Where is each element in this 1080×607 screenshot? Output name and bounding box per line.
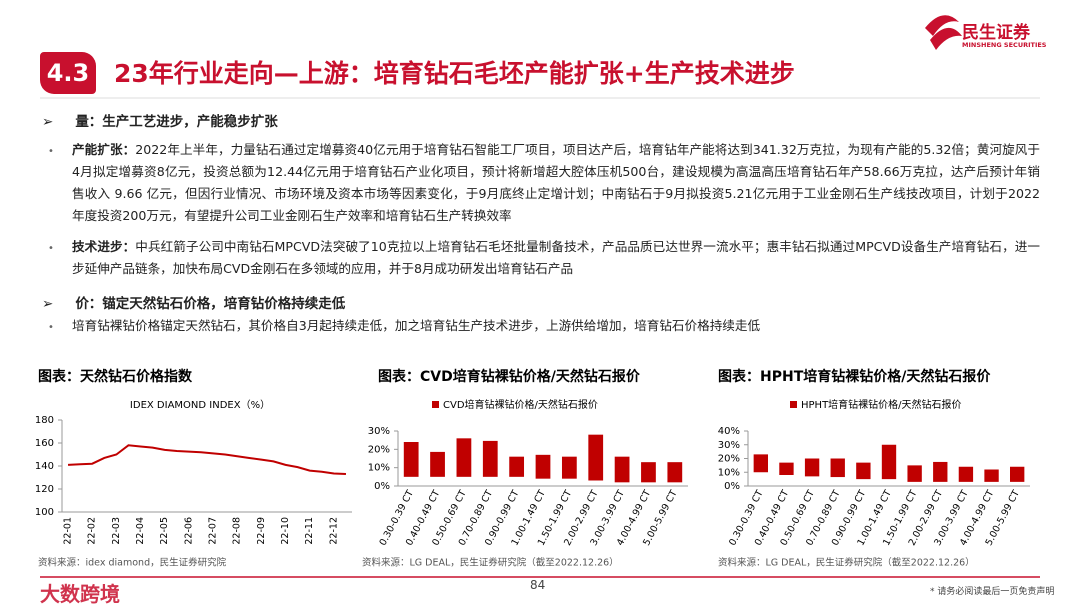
y-tick-label: 160 (35, 438, 54, 449)
watermark: 大数跨境 (40, 582, 120, 606)
chart-title: 图表：CVD培育钻裸钻价格/天然钻石报价 (378, 368, 641, 385)
line (67, 444, 347, 476)
y-tick-label: 0% (374, 481, 390, 492)
x-tick-label: 22-12 (328, 517, 339, 545)
paragraph-text: 2022年上半年，力量钻石通过定增募资40亿元用于培育钻石智能工厂项目，项目达产… (72, 142, 1041, 223)
section-heading: ➢ 量：生产工艺进步，产能稳步扩张 (42, 114, 278, 130)
range-bar (614, 456, 630, 483)
range-bar (667, 462, 683, 483)
x-tick-label: 22-09 (256, 517, 267, 545)
legend-swatch (432, 401, 439, 408)
range-bar (430, 451, 445, 477)
range-bar (561, 456, 577, 479)
logo-sub: MINSHENG SECURITIES (962, 41, 1047, 49)
paragraph-label: 技术进步： (72, 239, 136, 254)
y-tick-label: 10% (368, 463, 390, 474)
x-tick-label: 22-10 (280, 517, 291, 545)
range-bar (753, 454, 768, 473)
range-bar (1010, 466, 1025, 482)
range-bar (830, 458, 845, 478)
y-tick-label: 140 (35, 461, 54, 472)
x-tick-label: 22-11 (304, 517, 315, 545)
y-tick-label: 100 (35, 507, 54, 518)
y-tick-label: 20% (718, 454, 740, 465)
bullet-dot: • (48, 146, 54, 157)
page-number: 84 (530, 578, 546, 592)
section-heading: ➢ 价：锚定天然钻石价格，培育钻价格持续走低 (42, 296, 346, 312)
x-tick-label: 22-08 (232, 517, 243, 545)
y-tick-label: 180 (35, 415, 54, 426)
paragraph-text: 中兵红箭子公司中南钻石MPCVD法突破了10克拉以上培育钻石毛坯批量制备技术，产… (72, 239, 1040, 276)
y-tick-label: 30% (718, 440, 740, 451)
range-bar (588, 434, 604, 481)
disclaimer: * 请务必阅读最后一页免责声明 (930, 587, 1055, 597)
range-bar (456, 438, 472, 477)
y-tick-label: 20% (368, 444, 390, 455)
y-tick-label: 40% (718, 426, 740, 437)
range-bar (535, 454, 551, 479)
x-tick-label: 22-07 (208, 517, 219, 545)
paragraph: 培育钻裸钻价格锚定天然钻石，其价格自3月起持续走低，加之培育钻生产技术进步，上游… (72, 315, 1040, 337)
y-tick-label: 120 (35, 484, 54, 495)
range-bar (779, 462, 794, 475)
legend-label: CVD培育钻裸钻价格/天然钻石报价 (443, 398, 598, 411)
chart-source: 资料来源：LG DEAL，民生证券研究院（截至2022.12.26） (718, 557, 975, 569)
heading-text: 量：生产工艺进步，产能稳步扩张 (75, 114, 278, 130)
paragraph-text: 培育钻裸钻价格锚定天然钻石，其价格自3月起持续走低，加之培育钻生产技术进步，上游… (72, 318, 761, 333)
heading-text: 价：锚定天然钻石价格，培育钻价格持续走低 (75, 296, 346, 312)
x-tick-label: 22-06 (183, 517, 194, 545)
range-bar (403, 442, 419, 477)
legend-label: HPHT培育钻裸钻价格/天然钻石报价 (801, 398, 962, 411)
chart-title: 图表：天然钻石价格指数 (38, 368, 193, 385)
chart-subtitle: IDEX DIAMOND INDEX（%） (130, 399, 270, 411)
chart-source: 资料来源：LG DEAL，民生证券研究院（截至2022.12.26） (362, 557, 619, 569)
bullet-dot: • (48, 322, 54, 333)
logo-icon (925, 15, 962, 51)
bullet-dot: • (48, 243, 54, 254)
paragraph: 技术进步：中兵红箭子公司中南钻石MPCVD法突破了10克拉以上培育钻石毛坯批量制… (72, 236, 1040, 280)
range-bar (641, 462, 656, 483)
logo-name: 民生证券 (962, 23, 1030, 43)
y-tick-label: 0% (724, 481, 740, 492)
range-bar (933, 461, 948, 482)
range-bar (482, 440, 498, 477)
chart-title: 图表：HPHT培育钻裸钻价格/天然钻石报价 (718, 368, 991, 385)
chart-source: 资料来源：idex diamond，民生证券研究院 (38, 557, 227, 569)
x-tick-label: 22-05 (159, 517, 170, 545)
x-tick-label: 22-02 (87, 517, 98, 545)
legend-swatch (790, 401, 797, 408)
range-bar (984, 469, 999, 482)
y-tick-label: 10% (718, 467, 740, 478)
range-bar (958, 466, 974, 482)
x-tick-label: 22-03 (111, 517, 122, 545)
paragraph-label: 产能扩张： (72, 142, 136, 157)
x-tick-label: 22-01 (63, 517, 74, 545)
range-bar (509, 456, 525, 477)
y-tick-label: 30% (368, 426, 390, 437)
range-bar (907, 465, 922, 482)
section-badge: 4.3 (40, 52, 96, 94)
range-bar (856, 462, 871, 480)
x-tick-label: 22-04 (135, 517, 146, 545)
range-bar (804, 458, 820, 477)
slide-title: 23年行业走向—上游：培育钻石毛坯产能扩张+生产技术进步 (114, 59, 795, 88)
paragraph: 产能扩张：2022年上半年，力量钻石通过定增募资40亿元用于培育钻石智能工厂项目… (72, 139, 1040, 227)
range-bar (881, 444, 897, 480)
